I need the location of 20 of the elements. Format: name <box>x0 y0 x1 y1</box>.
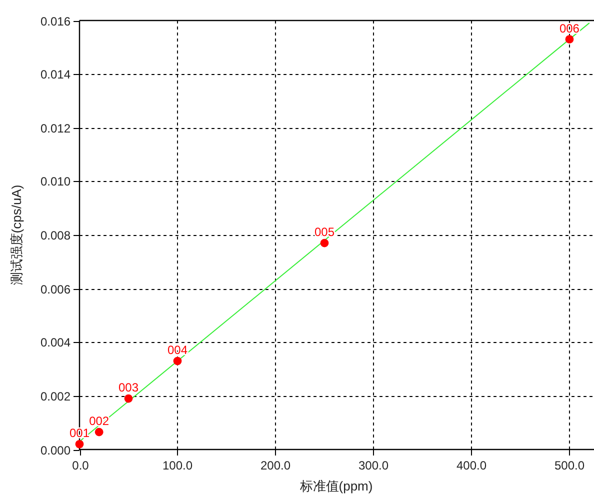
y-tick-label: 0.006 <box>40 282 70 296</box>
x-tick-label: 200.0 <box>260 458 291 472</box>
x-tick-label: 500.0 <box>554 458 585 472</box>
y-tick-label: 0.010 <box>40 174 70 188</box>
y-tick-label: 0.008 <box>40 228 70 242</box>
x-tick-label: 400.0 <box>456 458 487 472</box>
y-tick-label: 0.016 <box>40 14 70 28</box>
y-tick-label: 0.014 <box>40 68 70 82</box>
x-tick-label: 0.0 <box>72 458 89 472</box>
y-tick-label: 0.000 <box>40 444 70 458</box>
annotation: 006 <box>559 21 580 36</box>
x-tick-label: 100.0 <box>162 458 193 472</box>
x-tick-label: 300.0 <box>358 458 389 472</box>
y-tick-label: 0.002 <box>40 390 70 404</box>
annotation: 004 <box>167 343 188 358</box>
y-axis-title: 测试强度(cps/uA) <box>9 184 24 286</box>
y-tick-label: 0.004 <box>40 336 70 350</box>
y-tick-label: 0.012 <box>40 122 70 136</box>
x-axis-title: 标准值(ppm) <box>300 478 373 494</box>
annotation: 003 <box>118 380 139 395</box>
